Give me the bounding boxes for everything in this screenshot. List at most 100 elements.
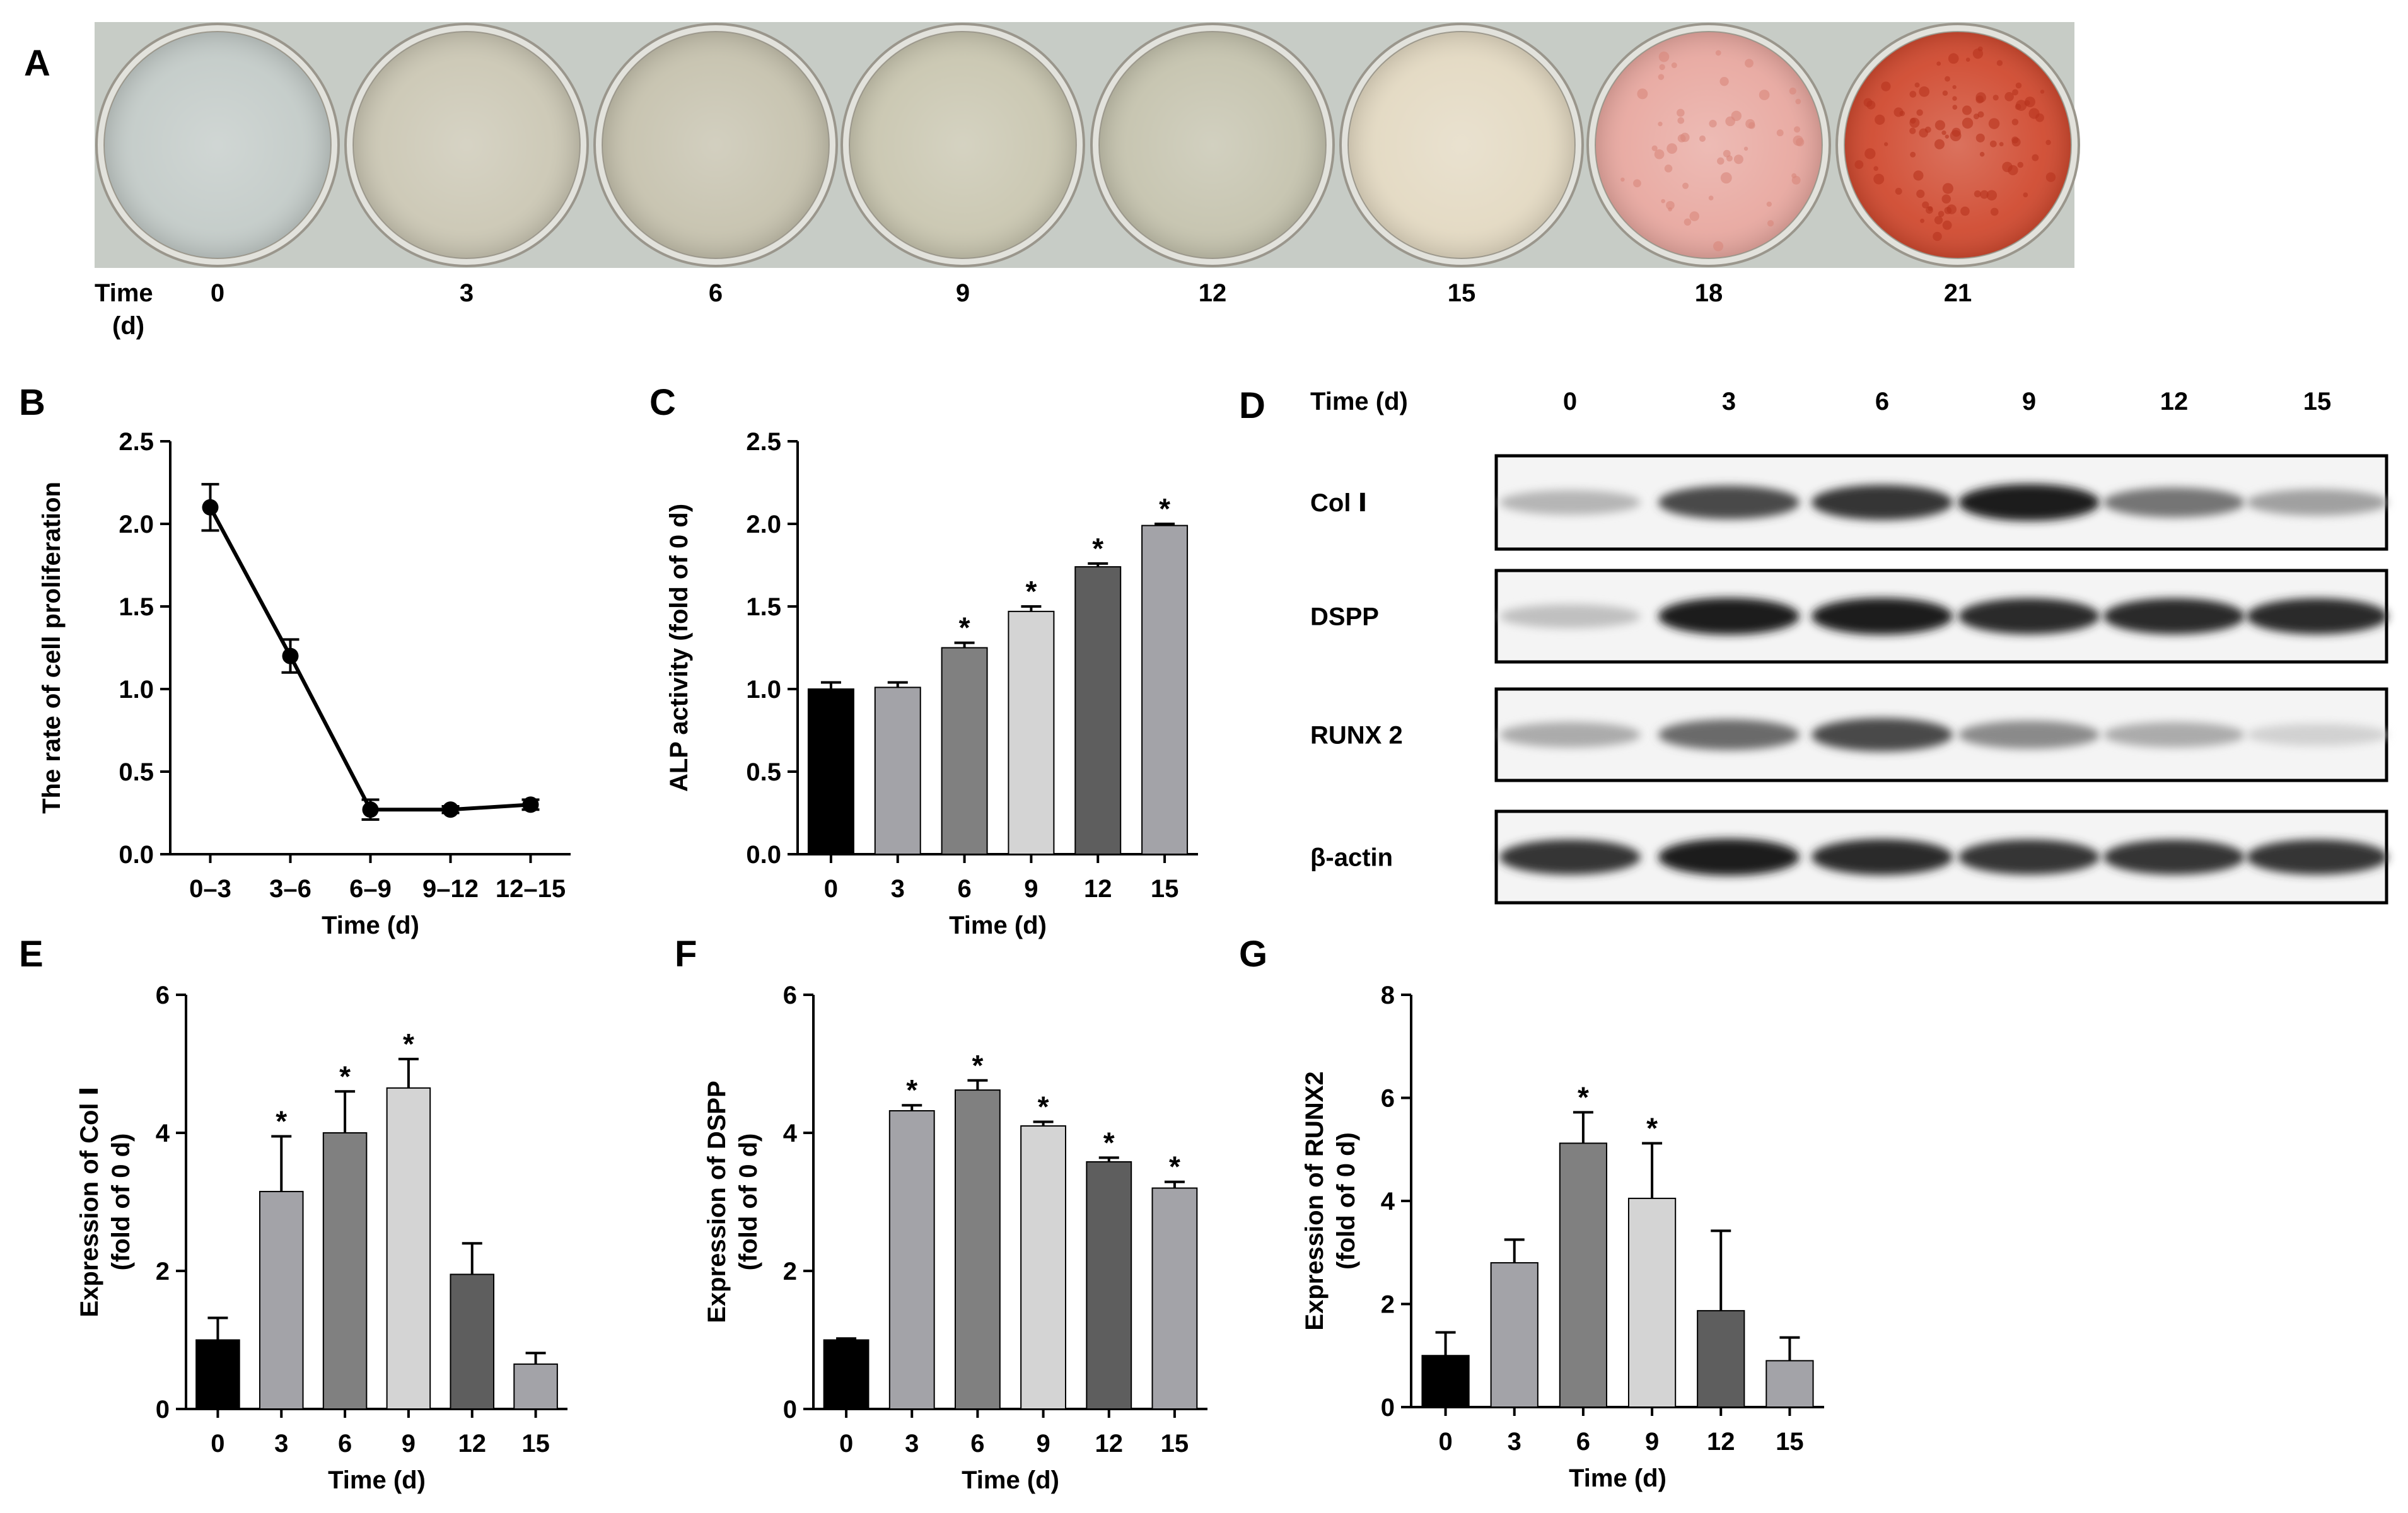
speckle	[1960, 206, 1970, 216]
panel-g-chart: G 0 2 4 6 8 0 3 6 9 12 15 Time (d) Expression of RUN…	[1239, 934, 1824, 1492]
speckle	[1920, 218, 1925, 223]
x-tick-label: 9	[1036, 1430, 1050, 1458]
stain-speckles	[1620, 50, 1805, 252]
speckle	[1926, 206, 1933, 214]
x-tick-label: 0	[824, 875, 838, 903]
x-tick-label: 9–12	[422, 875, 479, 903]
speckle	[1795, 98, 1801, 105]
dish-day-9	[840, 23, 1085, 267]
dish-time-label: 3	[460, 279, 474, 307]
speckle	[1941, 194, 1951, 204]
speckle	[1996, 60, 2003, 66]
speckle	[1973, 113, 1979, 120]
speckle	[2017, 161, 2023, 168]
data-point-6–9	[362, 801, 379, 818]
speckle	[1951, 127, 1961, 137]
speckle	[1933, 231, 1942, 241]
x-tick-label: 9	[1024, 875, 1038, 903]
blot-band-lane-6	[1812, 718, 1953, 751]
y-tick-label: 2.0	[119, 511, 154, 538]
speckle	[1910, 117, 1916, 124]
speckle	[1986, 190, 1998, 201]
bar-0	[807, 688, 854, 855]
speckle	[1895, 187, 1902, 195]
speckle	[1916, 189, 1925, 199]
panel-d-western-blot: D Time (d) 0 3 6 9 12 15 Col Ⅰ DSPP RUNX 2 β-act…	[1239, 385, 2388, 905]
y-axis-label-line1: Expression of Col Ⅰ	[76, 1086, 103, 1317]
bar-15	[1141, 525, 1189, 855]
data-point-9–12	[442, 801, 459, 818]
blot-band-lane-6	[1812, 598, 1953, 635]
y-tick-label: 6	[156, 982, 170, 1009]
speckle	[1776, 129, 1784, 137]
speckle	[1720, 172, 1732, 184]
speckle	[1715, 50, 1721, 56]
x-tick-label: 3–6	[269, 875, 311, 903]
panel-a-dishes: A Time (d) 0 3 6 9 12 15 18 21	[24, 22, 2080, 340]
speckle	[1668, 207, 1672, 212]
x-tick-label: 3	[891, 875, 905, 903]
y-tick-label: 4	[1381, 1188, 1395, 1215]
blot-band-lane-15	[2247, 723, 2388, 746]
speckle	[1948, 53, 1959, 64]
speckle	[1699, 135, 1706, 142]
dish-day-12	[1090, 23, 1335, 267]
speckle	[1999, 142, 2004, 147]
bar-3	[1490, 1262, 1538, 1408]
speckle	[1666, 143, 1677, 154]
series-line	[208, 506, 531, 812]
blot-row-col1: Col Ⅰ	[1310, 454, 2388, 551]
x-axis-label: Time (d)	[328, 1466, 426, 1494]
blot-time-9: 9	[2022, 388, 2036, 415]
speckle	[1708, 195, 1714, 200]
bar-15	[1765, 1360, 1814, 1408]
speckle	[1909, 127, 1916, 134]
bar-9	[1020, 1125, 1066, 1410]
blot-time-12: 12	[2160, 388, 2189, 415]
blot-band-lane-6	[1812, 485, 1953, 520]
speckle	[2011, 119, 2019, 125]
speckle	[1934, 139, 1945, 149]
speckle	[1666, 200, 1675, 210]
panel-e-chart: E 0 2 4 6 0 3 6 9 12 15 Time (d) Expression of Col …	[19, 934, 567, 1494]
dish-time-label: 15	[1448, 279, 1476, 307]
x-tick-label: 12–15	[496, 875, 566, 903]
blot-band-lane-3	[1658, 485, 1800, 519]
y-tick-label: 1.5	[746, 593, 781, 621]
y-tick-label: 0	[783, 1396, 797, 1423]
speckle	[1767, 220, 1774, 227]
speckle	[1990, 207, 1999, 216]
y-tick-label: 0.0	[746, 841, 781, 869]
significance-star: *	[276, 1104, 287, 1137]
y-tick-label: 0	[156, 1396, 170, 1423]
y-axis-label: ALP activity (fold of 0 d)	[665, 504, 693, 792]
speckle	[1680, 132, 1690, 142]
blot-row-beta-actin: β-actin	[1310, 809, 2388, 905]
dish-day-6	[593, 23, 838, 267]
x-tick-label: 0	[211, 1430, 224, 1458]
blot-band-lane-3	[1658, 719, 1800, 750]
dish-day-15	[1339, 23, 1584, 267]
x-tick-label: 6	[957, 875, 971, 903]
speckle	[1979, 151, 1985, 157]
dish-time-label: 18	[1695, 279, 1723, 307]
speckle	[1864, 148, 1876, 159]
speckle	[1909, 91, 1917, 98]
speckle	[2011, 137, 2021, 147]
blot-row-dspp: DSPP	[1310, 569, 2388, 664]
blot-band-lane-15	[2247, 839, 2388, 875]
speckle	[2012, 89, 2018, 96]
bar-6	[941, 647, 988, 855]
y-tick-label: 0.5	[746, 758, 781, 786]
bar-12	[450, 1273, 495, 1410]
speckle	[1952, 84, 1957, 90]
blot-protein-label: DSPP	[1310, 603, 1379, 631]
significance-star: *	[1578, 1081, 1589, 1113]
speckle	[1709, 119, 1717, 128]
y-tick-label: 6	[783, 982, 797, 1009]
significance-star: *	[959, 612, 970, 644]
x-tick-label: 0–3	[189, 875, 231, 903]
speckle	[1938, 211, 1945, 217]
x-tick-label: 12	[1095, 1430, 1124, 1458]
bar-6	[1559, 1142, 1608, 1408]
